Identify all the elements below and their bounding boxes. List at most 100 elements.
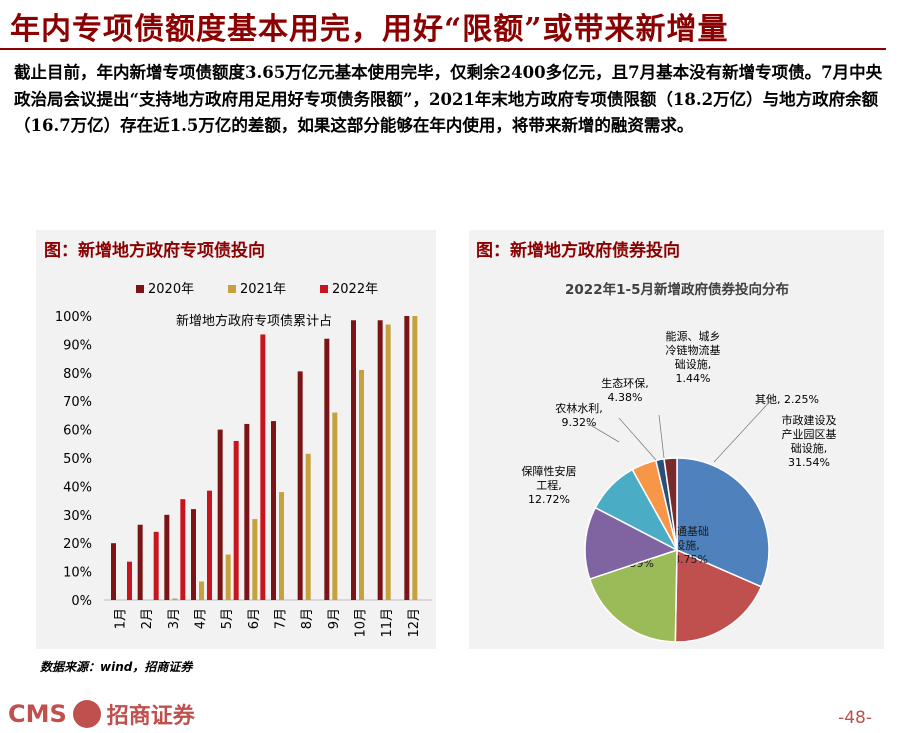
bar-2020年-2月 bbox=[137, 524, 143, 600]
bar-2020年-7月 bbox=[271, 421, 276, 600]
pie-label-4: 农林水利, 9.32% bbox=[555, 401, 603, 429]
y-tick-label: 90% bbox=[63, 338, 92, 353]
bar-2022年-6月 bbox=[260, 334, 266, 600]
logo-text: CMS bbox=[8, 700, 67, 728]
bar-2022年-1月 bbox=[127, 561, 132, 600]
bar-2021年-8月 bbox=[305, 453, 311, 600]
pie-slice-0 bbox=[676, 457, 770, 588]
bar-2021年-11月 bbox=[385, 324, 391, 600]
bar-2020年-4月 bbox=[191, 509, 196, 600]
pie-leader-line-2 bbox=[586, 422, 620, 443]
y-tick-label: 0% bbox=[71, 594, 92, 609]
x-tick-label: 10月 bbox=[354, 608, 369, 638]
bar-2021年-6月 bbox=[252, 519, 258, 600]
pie-label-0: 市政建设及产业园区基础设施, 31.54% bbox=[782, 413, 837, 469]
y-tick-label: 100% bbox=[55, 310, 92, 325]
bar-2022年-2月 bbox=[153, 531, 159, 600]
bar-2020年-3月 bbox=[164, 514, 170, 600]
y-tick-label: 30% bbox=[63, 509, 92, 524]
bar-2022年-4月 bbox=[207, 490, 212, 600]
pie-leader-line-0 bbox=[658, 414, 665, 459]
y-tick-label: 70% bbox=[63, 395, 92, 410]
bar-2021年-3月 bbox=[172, 598, 178, 600]
bar-2022年-5月 bbox=[233, 440, 239, 600]
pie-slice-3 bbox=[584, 506, 679, 580]
logo-badge-icon bbox=[72, 700, 101, 728]
pie-label-line: 冷链物流基 bbox=[666, 343, 721, 357]
pie-label-line: 产业园区基 bbox=[782, 427, 837, 441]
page-number: -48- bbox=[838, 708, 872, 728]
legend-label-0: 2020年 bbox=[148, 282, 194, 297]
bar-2020年-1月 bbox=[111, 543, 116, 600]
pie-label-7: 其他, 2.25% bbox=[755, 393, 819, 406]
bar-2020年-5月 bbox=[217, 429, 223, 600]
pie-label-3: 保障性安居工程, 12.72% bbox=[522, 464, 577, 506]
pie-label-line: 12.72% bbox=[528, 493, 570, 506]
bar-2022年-3月 bbox=[180, 499, 186, 600]
bar-2020年-11月 bbox=[377, 320, 383, 600]
pie-label-line: 保障性安居 bbox=[522, 464, 577, 478]
x-tick-label: 11月 bbox=[380, 608, 395, 638]
bar-2020年-8月 bbox=[297, 371, 303, 600]
pie-label-line: 能源、城乡 bbox=[666, 329, 721, 343]
pie-slice-2 bbox=[588, 548, 678, 643]
logo-cn-text: 招商证券 bbox=[106, 703, 195, 729]
bar-2020年-6月 bbox=[244, 423, 250, 600]
x-tick-label: 5月 bbox=[220, 608, 235, 629]
y-tick-label: 60% bbox=[63, 424, 92, 439]
data-source-note: 数据来源：wind，招商证券 bbox=[40, 660, 193, 674]
x-tick-label: 12月 bbox=[407, 608, 422, 638]
bar-2021年-9月 bbox=[332, 412, 338, 600]
y-tick-label: 50% bbox=[63, 452, 92, 467]
bar-2020年-9月 bbox=[324, 338, 330, 600]
bar-chart: 2020年 2021年 2022年 0% 10% 20% 30% 40% 50% 60% 70% 80… bbox=[55, 282, 432, 638]
pie-label-line: 市政建设及 bbox=[782, 413, 837, 427]
title-divider bbox=[0, 48, 886, 50]
y-tick-label: 10% bbox=[63, 566, 92, 581]
pie-label-line: 础设施, bbox=[675, 358, 712, 371]
pie-label-line: 4.38% bbox=[608, 391, 643, 404]
pie-slice-7 bbox=[663, 457, 678, 551]
x-tick-label: 8月 bbox=[300, 608, 315, 629]
pie-label-line: 31.54% bbox=[788, 456, 830, 469]
pie-label-6: 能源、城乡冷链物流基础设施, 1.44% bbox=[666, 329, 721, 385]
bar-2021年-12月 bbox=[412, 316, 418, 600]
x-tick-label: 3月 bbox=[167, 608, 182, 629]
pie-label-line: 生态环保, bbox=[601, 376, 649, 390]
pie-leader-line-3 bbox=[713, 396, 775, 463]
bar-2020年-12月 bbox=[404, 316, 410, 600]
bar-2021年-10月 bbox=[359, 369, 364, 600]
legend-swatch-0 bbox=[136, 285, 144, 293]
bar-chart-heading: 图：新增地方政府专项债投向 bbox=[44, 241, 265, 261]
pie-label-line: 其他, 2.25% bbox=[755, 393, 819, 406]
x-tick-label: 2月 bbox=[140, 608, 155, 629]
x-tick-label: 9月 bbox=[327, 608, 342, 629]
legend-label-1: 2021年 bbox=[240, 282, 286, 297]
pie-leader-line-1 bbox=[618, 417, 657, 461]
company-logo: CMS 招商证券 bbox=[8, 698, 195, 730]
legend-label-2: 2022年 bbox=[332, 282, 378, 297]
y-tick-label: 40% bbox=[63, 480, 92, 495]
bar-chart-title: 新增地方政府专项债累计占 bbox=[176, 313, 332, 329]
pie-label-line: 9.32% bbox=[562, 416, 597, 429]
pie-label-line: 农林水利, bbox=[555, 401, 603, 415]
pie-label-line: 工程, bbox=[536, 479, 562, 492]
pie-slice-1 bbox=[674, 548, 763, 643]
bar-2020年-10月 bbox=[351, 320, 356, 600]
pie-chart-title: 2022年1-5月新增政府债券投向分布 bbox=[565, 281, 789, 298]
bar-2021年-5月 bbox=[225, 554, 231, 600]
pie-label-line: 础设施, bbox=[791, 442, 828, 455]
x-tick-label: 1月 bbox=[114, 608, 129, 629]
bar-2021年-4月 bbox=[199, 581, 204, 600]
x-tick-label: 7月 bbox=[274, 608, 289, 629]
pie-label-line: 设施, bbox=[674, 539, 700, 552]
legend-swatch-1 bbox=[228, 285, 236, 293]
pie-label-5: 生态环保, 4.38% bbox=[601, 376, 649, 404]
y-tick-label: 80% bbox=[63, 367, 92, 382]
body-paragraph: 截止目前，年内新增专项债额度3.65万亿元基本使用完毕，仅剩余2400多亿元，且… bbox=[14, 63, 883, 135]
pie-chart-heading: 图：新增地方政府债券投向 bbox=[476, 241, 680, 261]
bar-2021年-7月 bbox=[279, 492, 284, 600]
y-tick-label: 20% bbox=[63, 537, 92, 552]
x-tick-label: 6月 bbox=[247, 608, 262, 629]
